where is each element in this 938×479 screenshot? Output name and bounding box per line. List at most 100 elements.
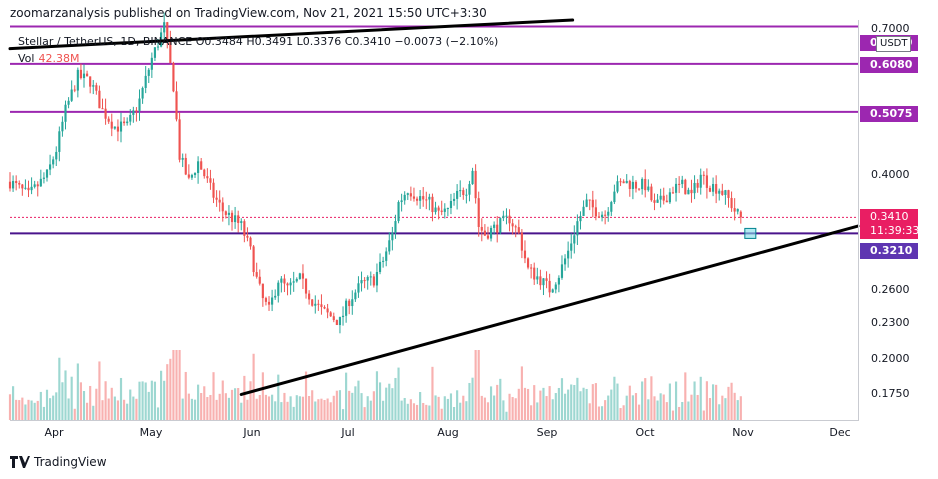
- volume-bar: [42, 406, 45, 420]
- candle-body: [129, 114, 132, 122]
- volume-bar: [668, 383, 671, 420]
- candle-body: [92, 85, 95, 87]
- price-tick: 0.2600: [871, 283, 910, 296]
- candle-body: [425, 199, 428, 201]
- candle-body: [588, 199, 591, 201]
- candle-body: [647, 186, 650, 191]
- tradingview-logo[interactable]: TradingView: [10, 455, 107, 469]
- volume-bar: [724, 398, 727, 420]
- volume-bars: [8, 350, 742, 420]
- volume-bar: [415, 404, 419, 420]
- candle-body: [653, 200, 656, 203]
- candle-body: [548, 280, 551, 293]
- volume-bar: [567, 389, 570, 420]
- candle-body: [156, 46, 160, 48]
- volume-bar: [49, 398, 52, 420]
- candle-body: [727, 190, 730, 198]
- candle-body: [104, 108, 107, 119]
- ohlc-legend[interactable]: Stellar / TetherUS, 1D, BINANCE O0.3484 …: [18, 35, 499, 48]
- candle-body: [394, 221, 397, 233]
- volume-bar: [687, 401, 690, 420]
- candle-body: [625, 180, 628, 184]
- volume-bar: [338, 390, 342, 420]
- candle-body: [184, 157, 187, 175]
- volume-bar: [607, 395, 610, 420]
- channel-lower-line[interactable]: [239, 224, 860, 396]
- candle-body: [449, 200, 453, 209]
- candle-body: [388, 240, 391, 252]
- candle-body: [221, 202, 224, 212]
- volume-bar: [126, 403, 129, 420]
- candle-body: [345, 300, 348, 316]
- candle-body: [329, 312, 332, 317]
- channel-lines[interactable]: [8, 18, 860, 396]
- volume-bar: [520, 366, 523, 420]
- volume-bar: [144, 382, 147, 420]
- price-tick: 0.4000: [871, 168, 910, 181]
- candle-body: [403, 194, 406, 201]
- volume-bar: [147, 391, 150, 420]
- volume-bar: [30, 400, 33, 420]
- candle-body: [252, 246, 255, 273]
- candle-body: [724, 190, 727, 195]
- candle-body: [412, 196, 416, 199]
- candle-body: [576, 221, 579, 236]
- candle-body: [690, 189, 693, 194]
- month-tick: Jun: [243, 426, 261, 439]
- candle-body: [637, 188, 641, 190]
- volume-bar: [514, 398, 517, 420]
- volume-bar: [52, 395, 55, 420]
- volume-value: 42.38M: [38, 52, 80, 65]
- candle-body: [267, 301, 271, 305]
- volume-bar: [718, 404, 721, 420]
- candle-body: [172, 62, 175, 92]
- currency-button[interactable]: USDT: [876, 36, 912, 52]
- volume-bar: [67, 398, 70, 420]
- volume-bar: [699, 376, 702, 420]
- candle-body: [662, 195, 665, 201]
- candle-body: [150, 57, 153, 70]
- volume-bar: [301, 396, 305, 420]
- volume-bar: [230, 389, 234, 420]
- candle-body: [246, 235, 249, 238]
- candle-body: [520, 232, 523, 251]
- volume-bar: [178, 350, 181, 420]
- candle-body: [153, 47, 157, 58]
- volume-bar: [526, 388, 530, 420]
- candle-body: [138, 98, 141, 111]
- month-tick: Sep: [536, 426, 558, 439]
- volume-bar: [582, 387, 585, 420]
- volume-bar: [684, 372, 687, 420]
- volume-bar: [372, 391, 375, 420]
- month-tick: Aug: [437, 426, 459, 439]
- candle-body: [237, 215, 240, 223]
- cursor-marker[interactable]: [744, 227, 757, 239]
- volume-bar: [397, 367, 400, 420]
- volume-bar: [489, 386, 493, 420]
- volume-bar: [382, 400, 385, 420]
- channel-upper-line[interactable]: [8, 18, 575, 51]
- candle-body: [369, 276, 372, 278]
- candle-body: [277, 282, 280, 296]
- candle-body: [301, 273, 305, 279]
- candle-body: [21, 184, 24, 189]
- volume-bar: [123, 399, 126, 420]
- volume-bar: [622, 405, 625, 420]
- volume-bar: [135, 398, 138, 420]
- candle-body: [363, 280, 366, 282]
- volume-bar: [468, 382, 471, 420]
- candle-body: [471, 170, 474, 185]
- month-tick: Nov: [732, 426, 754, 439]
- volume-bar: [545, 396, 548, 420]
- volume-bar: [363, 407, 366, 420]
- volume-bar: [403, 397, 406, 420]
- candle-body: [718, 190, 721, 194]
- candle-body: [594, 207, 597, 217]
- volume-legend[interactable]: Vol 42.38M: [18, 52, 79, 65]
- candle-body: [206, 176, 209, 179]
- candle-body: [209, 178, 212, 183]
- candle-body: [551, 289, 554, 293]
- candle-body: [721, 190, 724, 195]
